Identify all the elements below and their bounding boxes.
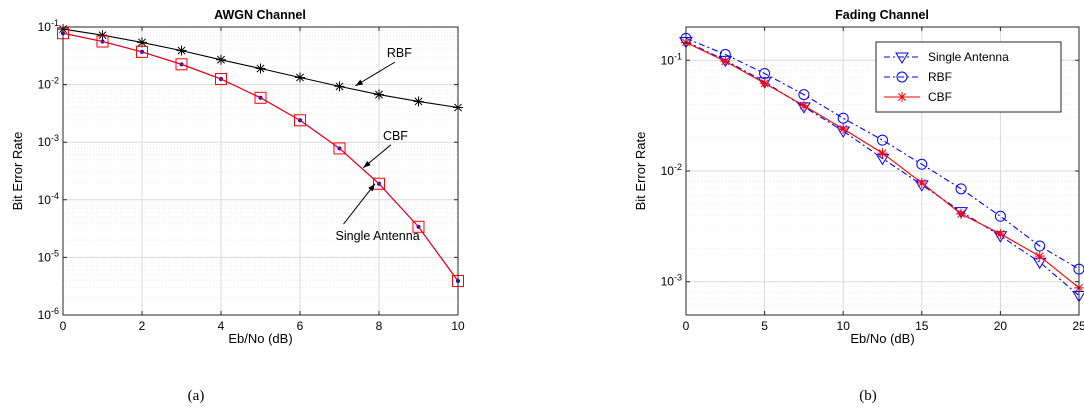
awgn-series-2-point-3 xyxy=(175,58,188,71)
awgn-annotation-1: CBF xyxy=(383,129,408,143)
awgn-series-2-point-5 xyxy=(254,91,267,104)
awgn-chart-title: AWGN Channel xyxy=(214,8,306,22)
fading-series-0-point-2 xyxy=(757,77,772,89)
caption-b: (b) xyxy=(859,388,877,404)
awgn-x-axis-label: Eb/No (dB) xyxy=(228,331,292,346)
awgn-series-0 xyxy=(58,24,463,113)
fading-series-1-point-7 xyxy=(955,183,967,195)
fading-x-axis-label: Eb/No (dB) xyxy=(850,331,914,346)
fading-legend-label-2: CBF xyxy=(928,90,952,104)
awgn-y-tick-label: 10-2 xyxy=(38,76,59,92)
awgn-series-2-point-8 xyxy=(373,177,385,190)
fading-series-2-point-1 xyxy=(720,56,731,67)
awgn-series-0-point-3 xyxy=(176,45,187,56)
awgn-annotation-arrowhead-2 xyxy=(368,183,376,192)
awgn-series-2-point-1 xyxy=(96,35,109,48)
fading-y-tick-label: 10-1 xyxy=(661,51,682,67)
awgn-series-0-point-7 xyxy=(334,81,345,92)
fading-series-2-point-4 xyxy=(838,123,849,134)
fading-y-tick-label: 10-3 xyxy=(661,273,682,289)
fading-series-1-point-3 xyxy=(798,89,810,101)
awgn-axes-box xyxy=(62,26,459,316)
fading-series-1-point-5 xyxy=(877,134,888,146)
fading-series-2-point-9 xyxy=(1034,251,1045,262)
awgn-series-line-2 xyxy=(62,32,459,282)
fading-legend-entry-2: CBF xyxy=(884,90,952,104)
awgn-y-axis-label: Bit Error Rate xyxy=(10,132,25,211)
fading-series-line-1 xyxy=(685,37,1080,270)
awgn-series-2-point-9 xyxy=(412,220,425,233)
fading-series-2-point-7 xyxy=(956,208,967,219)
fading-series-2-point-8 xyxy=(995,228,1006,239)
awgn-series-0-point-8 xyxy=(374,89,384,100)
awgn-x-tick-label: 2 xyxy=(139,319,146,333)
fading-legend-label-0: Single Antenna xyxy=(928,50,1009,64)
fading-series-1-point-9 xyxy=(1034,240,1046,252)
fading-x-tick-label: 15 xyxy=(915,319,929,333)
fading-series-2-point-2 xyxy=(759,78,770,89)
awgn-plot-area xyxy=(63,27,458,315)
awgn-x-tick-label: 8 xyxy=(376,319,383,333)
fading-x-tick-label: 0 xyxy=(683,319,690,333)
fading-chart-title: Fading Channel xyxy=(835,8,929,22)
fading-y-tick-label: 10-2 xyxy=(661,162,682,178)
fading-y-axis-label: Bit Error Rate xyxy=(633,132,648,211)
awgn-y-tick-label: 10-1 xyxy=(38,18,59,34)
awgn-annotation-2: Single Antenna xyxy=(336,229,420,243)
caption-a: (a) xyxy=(187,388,205,404)
awgn-x-tick-label: 10 xyxy=(451,319,465,333)
awgn-series-0-point-5 xyxy=(255,63,266,74)
fading-x-tick-label: 25 xyxy=(1072,319,1084,333)
awgn-x-tick-label: 0 xyxy=(60,319,67,333)
awgn-x-tick-label: 6 xyxy=(297,319,304,333)
awgn-annotation-arrowhead-0 xyxy=(355,79,364,86)
awgn-series-2-point-6 xyxy=(294,114,306,127)
fading-legend-entry-0: Single Antenna xyxy=(884,50,1009,64)
awgn-series-2-point-2 xyxy=(136,45,148,58)
awgn-series-0-point-1 xyxy=(97,30,108,41)
fading-legend-label-1: RBF xyxy=(928,70,952,84)
awgn-y-tick-label: 10-6 xyxy=(38,306,59,322)
fading-series-0-point-7 xyxy=(954,207,968,219)
awgn-y-tick-label: 10-5 xyxy=(38,248,59,264)
fading-series-line-0 xyxy=(685,41,1080,296)
awgn-annotation-arrow-2 xyxy=(343,183,376,225)
awgn-annotation-arrowhead-1 xyxy=(363,160,371,168)
awgn-series-0-point-4 xyxy=(216,54,226,65)
fading-series-2-point-5 xyxy=(877,148,888,159)
awgn-annotation-arrow-0 xyxy=(355,61,396,87)
fading-tick-marks xyxy=(685,27,1080,315)
awgn-x-tick-label: 4 xyxy=(218,319,225,333)
fading-series-1-point-8 xyxy=(994,210,1006,222)
awgn-annotation-0: RBF xyxy=(387,46,412,60)
awgn-series-2-point-4 xyxy=(215,73,227,86)
awgn-y-tick-label: 10-3 xyxy=(38,133,59,149)
fading-series-2-point-3 xyxy=(798,100,809,111)
awgn-series-0-point-2 xyxy=(137,37,147,48)
fading-series-1-point-6 xyxy=(916,158,928,170)
fading-x-tick-label: 5 xyxy=(761,319,768,333)
fading-x-tick-label: 10 xyxy=(837,319,851,333)
fading-x-tick-label: 20 xyxy=(994,319,1008,333)
awgn-tick-marks xyxy=(62,26,459,316)
awgn-series-0-point-9 xyxy=(413,96,424,107)
fading-series-1-point-4 xyxy=(837,112,849,124)
fading-legend-entry-1: RBF xyxy=(884,70,952,84)
fading-series-2-point-6 xyxy=(916,177,927,188)
awgn-y-tick-label: 10-4 xyxy=(38,191,59,207)
awgn-series-0-point-6 xyxy=(295,72,305,83)
awgn-series-2-point-7 xyxy=(333,142,346,155)
